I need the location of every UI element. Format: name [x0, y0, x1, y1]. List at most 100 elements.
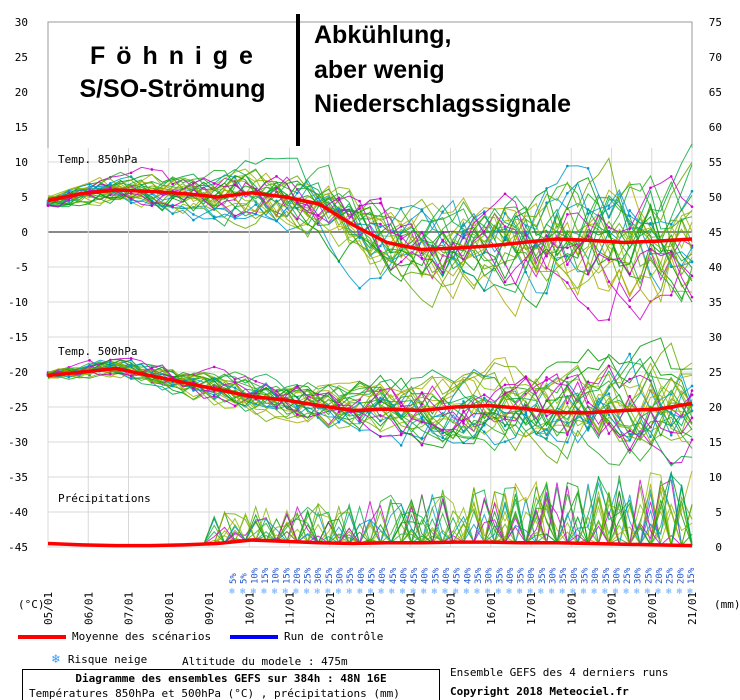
ensemble-member-point — [628, 214, 631, 218]
ensemble-member-point — [607, 392, 611, 396]
ensemble-member-point — [88, 363, 91, 367]
ensemble-member-point — [628, 352, 631, 356]
ensemble-member-point — [150, 204, 154, 208]
snowflake-icon: ❄ — [538, 587, 544, 597]
chart-title: Diagramme des ensembles GEFS sur 384h : … — [75, 672, 387, 685]
ensemble-member-point — [379, 225, 382, 228]
ensemble-member-line — [47, 168, 693, 291]
snow-risk-label: 20% — [676, 567, 686, 584]
ensemble-member-point — [649, 186, 652, 190]
snowflake-icon: ❄ — [325, 587, 331, 597]
ensemble-member-point — [545, 428, 548, 431]
ensemble-member-point — [212, 182, 216, 185]
ensemble-member-point — [441, 238, 445, 242]
ensemble-member-point — [379, 414, 382, 417]
ensemble-member-point — [649, 252, 652, 256]
ensemble-member-point — [545, 414, 548, 418]
right-tick-label: 15 — [709, 436, 722, 449]
ensemble-member-point — [420, 436, 424, 440]
right-tick-label: 5 — [715, 506, 722, 519]
ensemble-member-point — [129, 197, 133, 200]
source-line2: Copyright 2018 Meteociel.fr — [450, 685, 629, 698]
annotation-right-line3: Niederschlagssignale — [314, 90, 572, 118]
ensemble-member-point — [441, 210, 445, 213]
right-tick-label: 55 — [709, 156, 722, 169]
snowflake-icon: ❄ — [474, 587, 480, 597]
ensemble-member-point — [607, 413, 611, 417]
ensemble-member-point — [669, 250, 673, 253]
legend-control: Run de contrôle — [230, 630, 383, 643]
ensemble-member-point — [503, 383, 507, 387]
snowflake-icon: ❄ — [229, 587, 235, 597]
left-tick-label: 5 — [21, 191, 28, 204]
right-tick-label: 30 — [709, 331, 722, 344]
panel-label-1: Temp. 500hPa — [58, 345, 137, 358]
ensemble-member-point — [150, 168, 154, 171]
x-tick-label: 13/01 — [364, 592, 377, 625]
ensemble-member-point — [316, 413, 320, 416]
ensemble-member-point — [192, 386, 195, 390]
snowflake-icon: ❄ — [432, 587, 438, 597]
ensemble-member-point — [669, 175, 673, 178]
ensemble-member-point — [337, 196, 341, 200]
ensemble-member-point — [503, 225, 507, 228]
ensemble-member-point — [462, 232, 465, 236]
ensemble-member-point — [316, 196, 320, 200]
snowflake-icon: ❄ — [581, 587, 587, 597]
right-tick-label: 60 — [709, 121, 722, 134]
snowflake-icon: ❄ — [655, 587, 661, 597]
snowflake-icon: ❄ — [357, 587, 363, 597]
snow-risk-label: 40% — [463, 567, 473, 584]
ensemble-member-point — [628, 394, 631, 398]
ensemble-member-point — [399, 206, 403, 210]
snow-risk-label: 40% — [378, 567, 388, 584]
ensemble-member-point — [566, 246, 569, 250]
ensemble-member-point — [233, 378, 237, 381]
left-tick-label: 15 — [15, 121, 28, 134]
snowflake-icon: ❄ — [442, 587, 448, 597]
ensemble-member-point — [628, 272, 631, 276]
snow-risk-label: 15% — [261, 567, 271, 584]
snowflake-icon: ❄ — [559, 587, 565, 597]
left-tick-label: -40 — [8, 506, 28, 519]
ensemble-member-point — [399, 260, 403, 264]
snowflake-icon: ❄ — [506, 587, 512, 597]
ensemble-member-point — [566, 401, 569, 405]
ensemble-member-point — [441, 428, 445, 432]
ensemble-member-point — [88, 182, 91, 186]
ensemble-member-point — [545, 437, 548, 440]
snowflake-icon: ❄ — [677, 587, 683, 597]
ensemble-member-line — [47, 364, 693, 441]
x-tick-label: 12/01 — [324, 592, 337, 625]
legend-mean-label: Moyenne des scénarios — [72, 630, 212, 643]
ensemble-member-point — [566, 213, 569, 216]
mean-line-1 — [47, 366, 693, 415]
annotation-divider — [296, 14, 300, 146]
ensemble-member-point — [420, 420, 424, 424]
ensemble-member-point — [690, 409, 694, 413]
ensemble-member-point — [212, 207, 216, 211]
snowflake-icon: ❄ — [634, 587, 640, 597]
ensemble-member-point — [628, 209, 631, 212]
ensemble-member-point — [690, 384, 694, 388]
x-tick-label: 21/01 — [686, 592, 699, 625]
ensemble-member-point — [295, 413, 299, 416]
snowflake-icon: ❄ — [272, 587, 278, 597]
ensemble-member-point — [233, 386, 237, 389]
left-tick-label: 0 — [21, 226, 28, 239]
ensemble-member-point — [399, 225, 403, 228]
right-tick-label: 65 — [709, 86, 722, 99]
snow-risk-label: 45% — [410, 567, 420, 584]
left-tick-label: 25 — [15, 51, 28, 64]
ensemble-member-line — [47, 171, 693, 271]
ensemble-member-point — [607, 432, 611, 435]
snow-risk-label: 20% — [655, 567, 665, 584]
ensemble-member-point — [545, 234, 548, 238]
right-tick-label: 40 — [709, 261, 722, 274]
left-tick-label: 30 — [15, 16, 28, 29]
right-tick-label: 70 — [709, 51, 722, 64]
ensemble-member-point — [690, 205, 694, 208]
ensemble-member-point — [628, 448, 631, 452]
snowflake-icon: ❄ — [687, 587, 693, 597]
snowflake-icon: ❄ — [645, 587, 651, 597]
